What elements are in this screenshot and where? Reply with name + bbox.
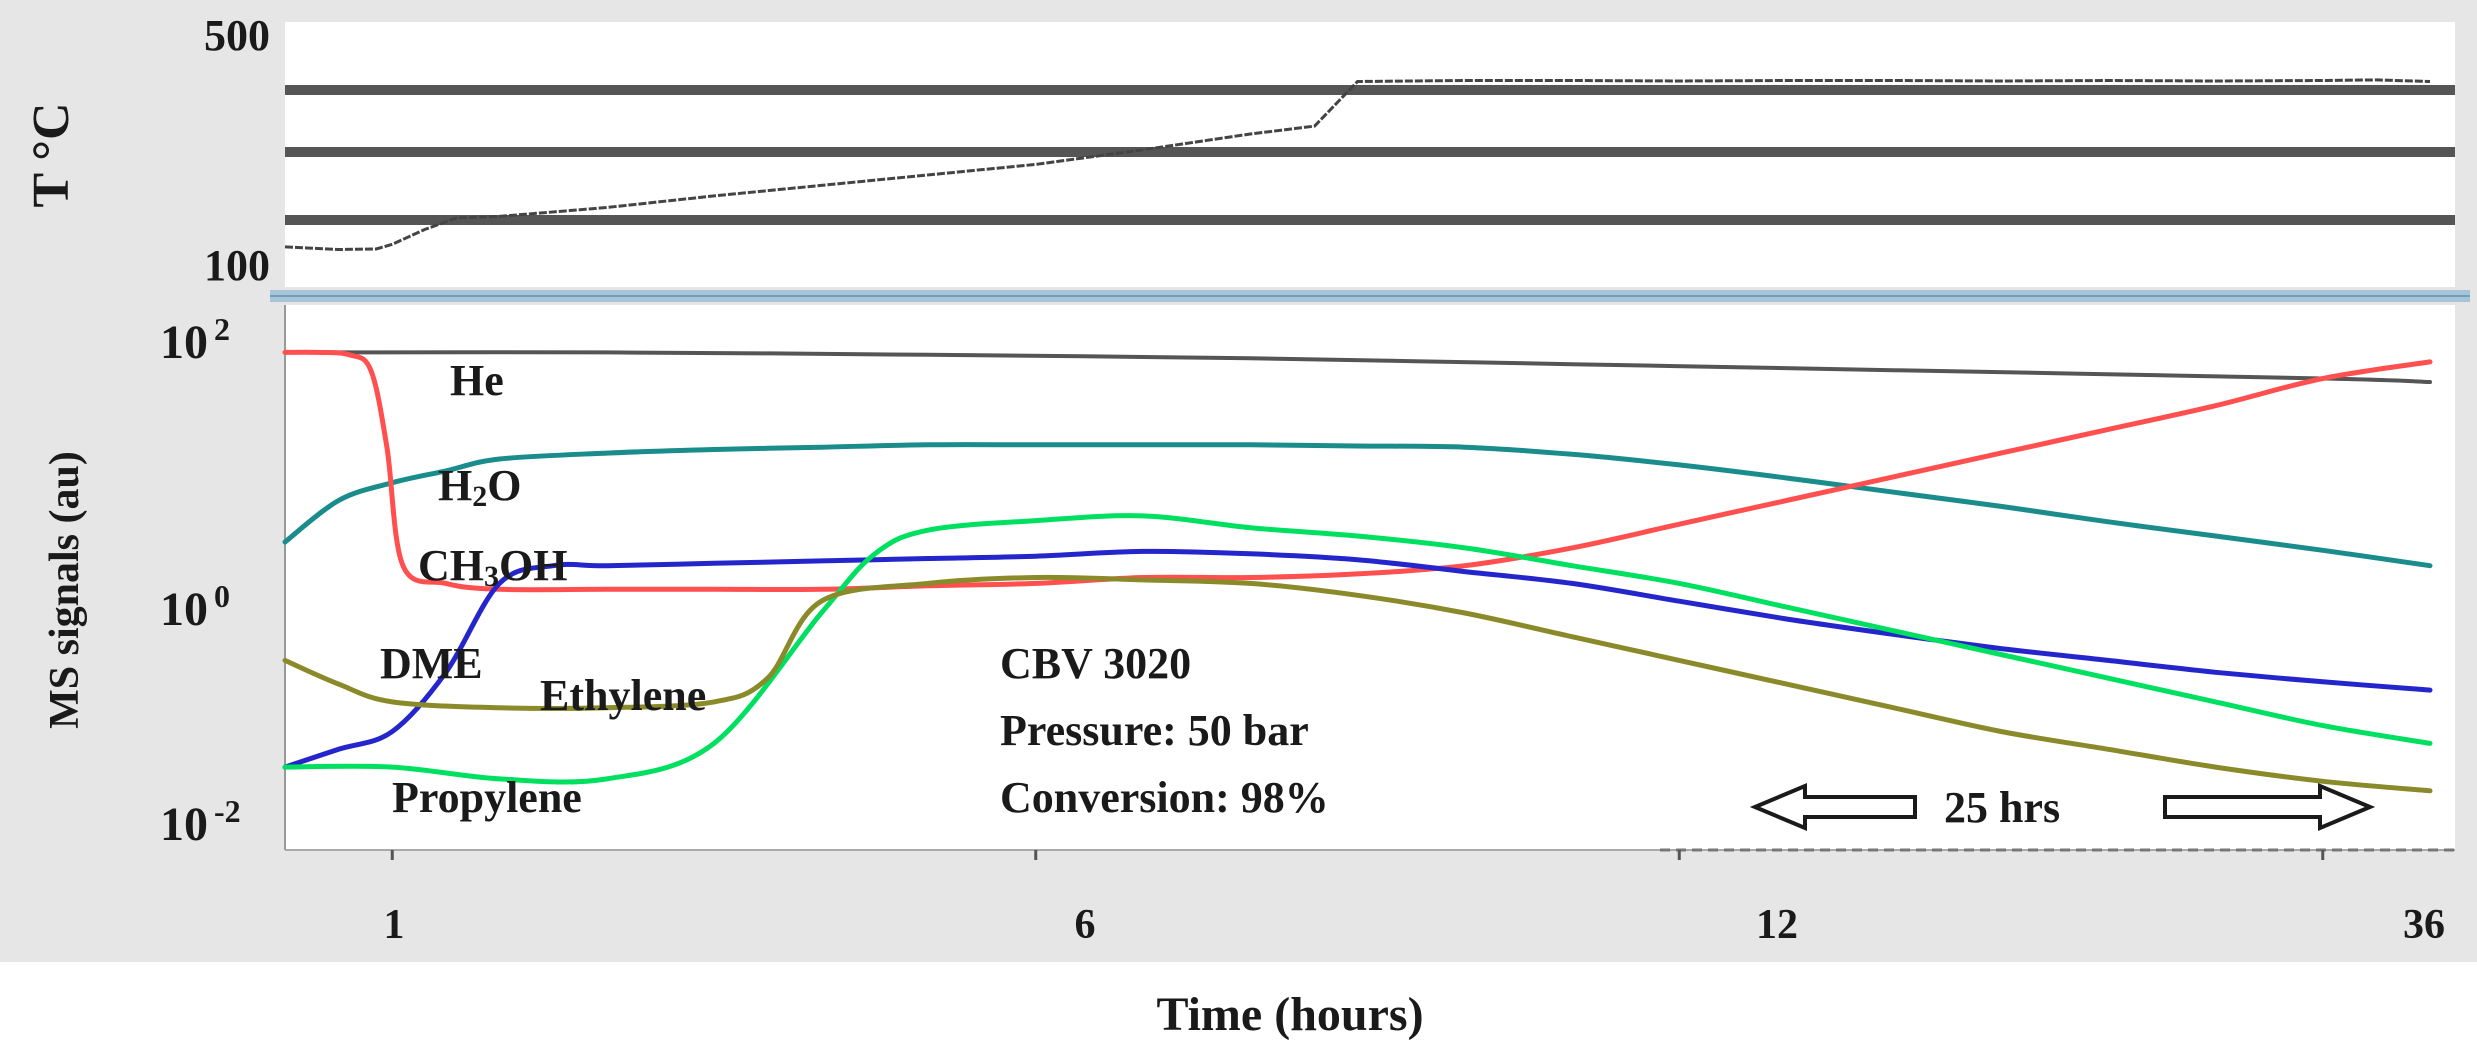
gap-arrow-right — [2163, 782, 2376, 832]
series-line-dme — [282, 548, 2433, 770]
ms-y-tick-exp: 0 — [214, 578, 230, 614]
x-axis-title: Time (hours) — [1156, 988, 1423, 1041]
ms-y-tick-exp: -2 — [214, 793, 241, 829]
ms-y-tick-exp: 2 — [214, 311, 230, 347]
annotation-conversion: Conversion: 98% — [1000, 773, 1329, 822]
series-line-propylene — [282, 574, 2433, 794]
x-tick-label: 36 — [2403, 902, 2445, 948]
x-tick-label: 1 — [384, 902, 405, 948]
temperature-panel: 500 100 T °C — [23, 11, 2455, 290]
svg-text:10-2: 10 -2 — [160, 793, 241, 851]
ms-y-tick-base: 10 — [160, 583, 208, 636]
temperature-tick-label-bottom: 100 — [204, 241, 270, 290]
series-label-he: He — [450, 356, 504, 405]
x-tick-label: 12 — [1756, 902, 1798, 948]
svg-text:100: 10 0 — [160, 578, 230, 636]
temperature-axis-label: T °C — [23, 102, 80, 207]
series-line-ch3oh — [282, 349, 2433, 593]
ms-y-tick-1: 10 0 — [160, 578, 230, 636]
ms-plot-area — [285, 305, 2455, 850]
ms-y-tick-0.01: 10 -2 — [160, 793, 241, 851]
series-line-h2o — [282, 442, 2433, 569]
series-label-dme: DME — [380, 639, 483, 688]
ms-y-tick-100: 10 2 — [160, 311, 230, 369]
temperature-tick-label-top: 500 — [204, 11, 270, 60]
series-label-propylene: Propylene — [392, 773, 582, 822]
series-label-ethylene: Ethylene — [540, 671, 706, 720]
svg-text:102: 10 2 — [160, 311, 230, 369]
gap-label: 25 hrs — [1944, 783, 2060, 832]
temperature-line — [284, 78, 2431, 252]
gap-arrow-left — [1749, 782, 1917, 832]
ms-signals-panel: 10 2 10 0 10 -2 MS signals (au) 1 6 12 36 H… — [42, 305, 2455, 948]
ms-y-tick-base: 10 — [160, 798, 208, 851]
ms-axis-label: MS signals (au) — [42, 451, 88, 729]
x-tick-label: 6 — [1075, 902, 1096, 948]
annotation-pressure: Pressure: 50 bar — [1000, 706, 1309, 755]
ms-series-lines — [282, 349, 2433, 860]
annotation-catalyst: CBV 3020 — [1000, 639, 1191, 688]
ms-y-tick-base: 10 — [160, 316, 208, 369]
series-line-ethylene — [282, 513, 2433, 785]
series-line-he — [283, 350, 2432, 384]
series-label-h2o: H2O — [438, 461, 521, 513]
series-label-ch3oh: CH3OH — [418, 541, 567, 593]
